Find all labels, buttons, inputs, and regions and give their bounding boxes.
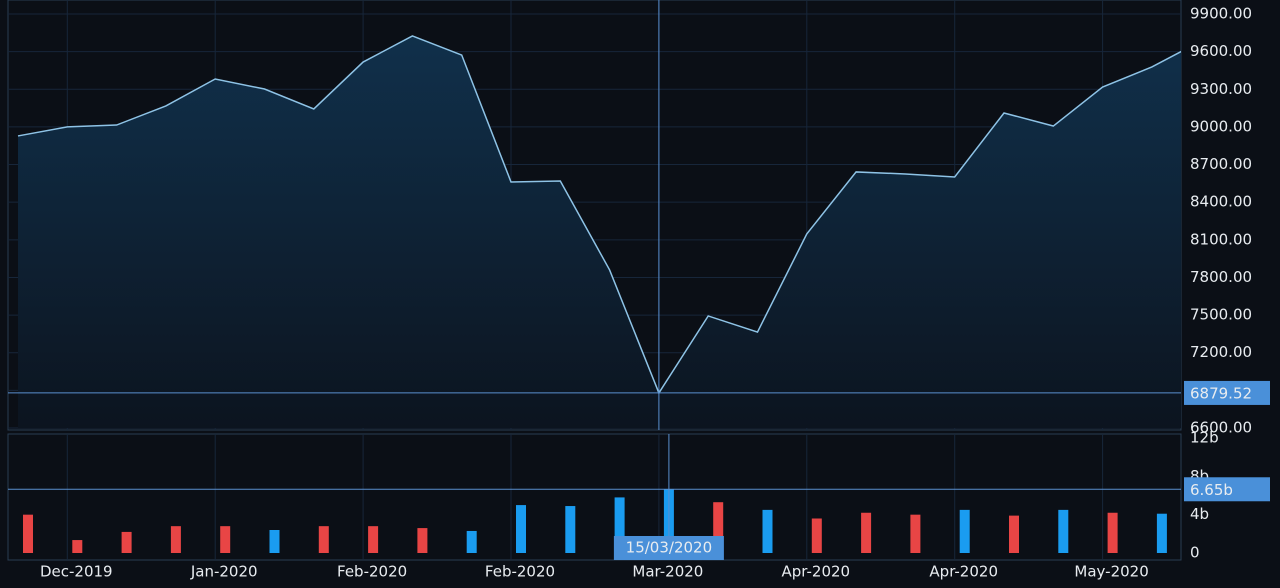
- volume-bar: [170, 526, 181, 553]
- y-tick-label: 12b: [1190, 429, 1219, 447]
- y-tick-label: 8100.00: [1190, 230, 1252, 248]
- volume-bar: [1058, 509, 1069, 553]
- y-tick-label: 0: [1190, 544, 1200, 562]
- crosshair-value-box: [1184, 477, 1270, 502]
- volume-bar: [713, 502, 724, 553]
- volume-bar: [220, 526, 231, 553]
- crosshair-value-label: 6879.52: [1190, 384, 1252, 402]
- y-tick-label: 7800.00: [1190, 268, 1252, 286]
- x-tick-label: May-2020: [1074, 563, 1148, 581]
- volume-bar: [318, 526, 329, 553]
- volume-frame: [7, 433, 1182, 561]
- y-tick-label: 8400.00: [1190, 193, 1252, 211]
- volume-bar: [959, 509, 970, 553]
- volume-bar: [121, 531, 132, 553]
- crosshair-date-box: [613, 536, 724, 560]
- volume-bar: [910, 514, 921, 553]
- y-tick-label: 8700.00: [1190, 155, 1252, 173]
- price-line: [17, 35, 1181, 395]
- x-tick-label: Mar-2020: [632, 563, 703, 581]
- y-tick-label: 7200.00: [1190, 343, 1252, 361]
- volume-bar: [811, 518, 822, 553]
- volume-bar: [368, 526, 379, 553]
- x-tick-label: Dec-2019: [40, 563, 113, 581]
- y-tick-label: 9600.00: [1190, 42, 1252, 60]
- volume-bar: [1156, 513, 1167, 553]
- y-tick-label: 9300.00: [1190, 80, 1252, 98]
- crosshair-value-label: 6.65b: [1190, 481, 1233, 499]
- y-tick-label: 7500.00: [1190, 306, 1252, 324]
- volume-bar: [762, 509, 773, 553]
- volume-bar: [417, 528, 428, 553]
- volume-bar: [269, 530, 280, 553]
- x-tick-label: Jan-2020: [190, 563, 258, 581]
- volume-bar: [565, 506, 576, 553]
- volume-bar: [1107, 512, 1118, 553]
- area-fill: [18, 35, 1181, 428]
- x-tick-label: Apr-2020: [929, 563, 998, 581]
- volume-bar: [23, 514, 33, 553]
- volume-bar: [516, 505, 526, 553]
- crosshair-date-label: 15/03/2020: [626, 539, 712, 557]
- x-tick-label: Feb-2020: [485, 563, 555, 581]
- y-tick-label: 4b: [1190, 505, 1209, 523]
- y-tick-label: 6600.00: [1190, 419, 1252, 437]
- price-plot: [8, 0, 1181, 430]
- crosshair-value-box: [1184, 380, 1270, 405]
- volume-bar: [1009, 515, 1019, 553]
- y-tick-label: 9900.00: [1190, 5, 1252, 23]
- volume-bar: [614, 497, 625, 553]
- volume-bar: [72, 540, 83, 553]
- y-tick-label: 9000.00: [1190, 117, 1252, 135]
- volume-bar: [466, 530, 477, 553]
- x-tick-label: Apr-2020: [782, 563, 851, 581]
- x-tick-label: Feb-2020: [337, 563, 407, 581]
- volume-bar: [861, 512, 872, 553]
